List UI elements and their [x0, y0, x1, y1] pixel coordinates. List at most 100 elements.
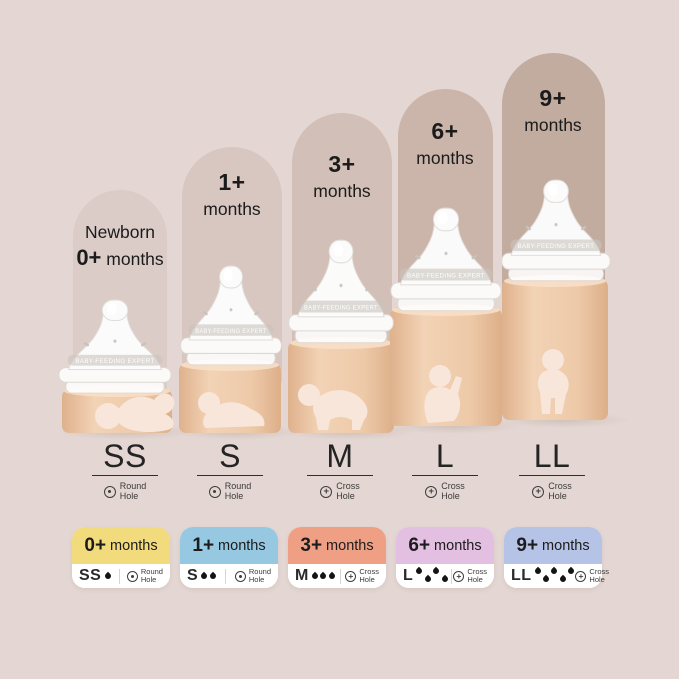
- age-word: months: [203, 199, 261, 219]
- drop-icon: [310, 571, 320, 581]
- hole-label-line1: Cross: [589, 567, 610, 576]
- flow-drops: [533, 566, 576, 584]
- nipple-band-text: BABY-FEEDING EXPERT: [518, 243, 595, 250]
- age-number: 3+: [328, 151, 356, 177]
- age-number: 0+: [76, 245, 102, 270]
- card-age-number: 3+: [300, 534, 323, 556]
- underline: [519, 475, 585, 476]
- baby-standing-silhouette: [537, 349, 569, 414]
- card-size: M: [295, 567, 309, 584]
- hole-label-line1: Round: [140, 567, 163, 576]
- age-number: 6+: [431, 118, 459, 144]
- drop-icon: [319, 571, 328, 581]
- card-age-band: 1+ months: [180, 527, 278, 564]
- age-word: months: [416, 148, 474, 168]
- age-label-newborn: Newborn 0+ months: [65, 222, 175, 271]
- underline: [197, 475, 263, 476]
- hole-label-line2: Hole: [548, 490, 567, 501]
- baby-tummy-crawling-silhouette: [198, 392, 265, 428]
- age-label-1-months: 1+ months: [177, 170, 287, 219]
- hole-label-line2: Hole: [359, 575, 375, 584]
- hole-label-line1: Cross: [359, 567, 379, 576]
- hole-label-line2: Hole: [224, 490, 244, 501]
- flow-drops: [310, 571, 337, 581]
- size-letter: LL: [533, 438, 571, 474]
- cross-hole-icon: [320, 485, 333, 498]
- nipple-ll: BABY-FEEDING EXPERT: [501, 179, 611, 282]
- divider: [118, 568, 120, 584]
- drop-icon: [200, 571, 209, 581]
- drop-icon: [533, 566, 542, 576]
- card-age-word: months: [542, 537, 590, 554]
- underline: [412, 475, 478, 476]
- size-letter: L: [435, 438, 455, 474]
- nipple-l: BABY-FEEDING EXPERT: [390, 207, 502, 312]
- hole-label-line2: Hole: [467, 575, 483, 584]
- hole-label-line1: Cross: [467, 567, 487, 576]
- age-prefix: Newborn: [84, 222, 156, 242]
- age-word: months: [524, 115, 582, 135]
- cross-hole-icon: [345, 570, 357, 582]
- card-age-band: 6+ months: [396, 527, 494, 564]
- card-size: L: [403, 567, 414, 584]
- cross-hole-icon: [425, 485, 438, 498]
- age-word: months: [106, 249, 164, 269]
- drop-icon: [558, 574, 568, 584]
- card-size: LL: [511, 567, 532, 584]
- flow-drops: [200, 571, 217, 581]
- hole-label-line1: Cross: [441, 481, 465, 491]
- flow-drops: [103, 571, 112, 581]
- age-number: 9+: [539, 85, 567, 111]
- drop-icon: [423, 574, 433, 584]
- hole-label-line2: Hole: [248, 575, 265, 584]
- divider: [450, 568, 452, 584]
- card-age-word: months: [326, 537, 374, 554]
- summary-card-0-months: 0+ months SS Round Hole: [72, 527, 170, 588]
- card-size: S: [187, 567, 199, 584]
- nipple-m: BABY-FEEDING EXPERT: [288, 239, 394, 344]
- card-age-number: 0+: [84, 534, 107, 556]
- card-size: SS: [79, 567, 102, 584]
- drop-icon: [566, 566, 576, 576]
- card-age-band: 9+ months: [504, 527, 602, 564]
- drop-icon: [208, 571, 217, 581]
- age-number: 1+: [218, 169, 246, 195]
- size-letter: S: [219, 438, 241, 474]
- size-letter: SS: [103, 438, 147, 474]
- nipple-band-text: BABY-FEEDING EXPERT: [407, 272, 485, 279]
- nipple-ss: BABY-FEEDING EXPERT: [58, 299, 172, 394]
- age-word: months: [313, 181, 371, 201]
- summary-card-1-months: 1+ months S Round Hole: [180, 527, 278, 588]
- cross-hole-icon: [532, 485, 545, 498]
- drop-icon: [440, 574, 449, 584]
- cross-hole-icon: [453, 570, 465, 582]
- hole-label-line2: Hole: [336, 490, 355, 501]
- round-hole-icon: [126, 570, 138, 582]
- baby-crawling-silhouette: [298, 384, 368, 430]
- nipple-band-text: BABY-FEEDING EXPERT: [195, 329, 266, 335]
- size-label-s: S Round Hole: [175, 440, 285, 501]
- round-hole-icon: [234, 570, 246, 582]
- drop-icon: [103, 571, 112, 581]
- baby-sitting-silhouette: [424, 365, 462, 423]
- size-label-ss: SS Round Hole: [70, 440, 180, 501]
- baby-lying-silhouette: [95, 393, 175, 432]
- underline: [92, 475, 158, 476]
- card-age-word: months: [110, 537, 158, 554]
- drop-icon: [415, 566, 424, 576]
- hole-label-line1: Round: [224, 481, 252, 491]
- drop-icon: [327, 571, 337, 581]
- age-label-9-months: 9+ months: [498, 86, 608, 135]
- hole-label-line2: Hole: [441, 490, 460, 501]
- hole-label-line2: Hole: [119, 490, 139, 501]
- divider: [340, 568, 342, 584]
- nipple-s: BABY-FEEDING EXPERT: [180, 265, 282, 366]
- divider: [225, 568, 227, 584]
- card-age-word: months: [218, 537, 266, 554]
